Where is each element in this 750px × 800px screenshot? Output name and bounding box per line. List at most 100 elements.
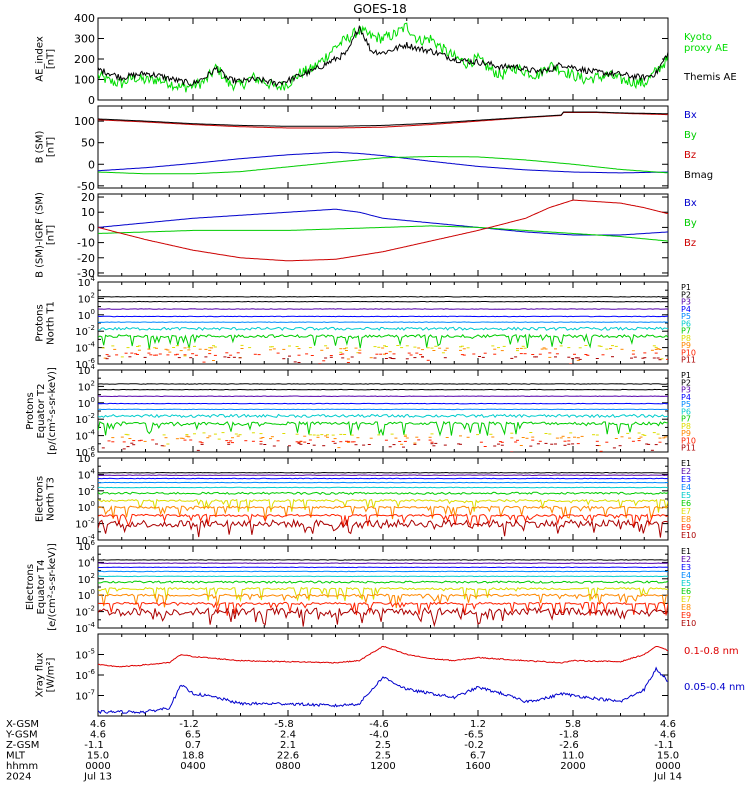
- protons_t1-channel-p5: [98, 321, 668, 323]
- electrons_t4-legend-e8: E8: [681, 603, 691, 612]
- electrons_t3-legend-e2: E2: [681, 467, 691, 476]
- ae-series-kyoto-proxy-ae: [98, 22, 668, 93]
- protons_t2-channel-p2: [98, 388, 668, 391]
- bsm_igrf-series-bx: [98, 208, 668, 236]
- electrons_t4-channel-e3: [98, 566, 668, 569]
- xray-ytick-label: 10-7: [75, 689, 95, 703]
- protons_t1-ytick-label: 10-4: [75, 341, 95, 355]
- bsm-legend-by: By: [684, 130, 697, 141]
- protons_t2-legend-p1: P1: [681, 371, 691, 380]
- ephemeris-cell: -0.2: [464, 740, 484, 751]
- ephemeris-cell: 2.1: [280, 740, 296, 751]
- ephemeris-row-label: X-GSM: [6, 719, 39, 730]
- ephemeris-cell: 2000: [560, 761, 585, 772]
- ephemeris-cell: 2.4: [280, 730, 296, 741]
- ephemeris-cell: 6.5: [185, 730, 201, 741]
- protons_t1-channel-p7: [98, 333, 668, 350]
- protons_t1-legend-p1: P1: [681, 283, 691, 292]
- electrons_t4-legend-e10: E10: [681, 619, 696, 628]
- protons_t1-legend-p11: P11: [681, 356, 696, 365]
- ephemeris-cell: 4.6: [660, 719, 676, 730]
- ephemeris-cell: 22.6: [277, 751, 299, 762]
- bsm-frame: [97, 105, 669, 189]
- ephemeris-row-label: hhmm: [6, 761, 38, 772]
- protons_t1-channel-p2: [98, 300, 668, 303]
- electrons_t4-channel-e6: [98, 580, 668, 584]
- ae-legend-kyoto-proxy-ae: proxy AE: [684, 43, 728, 54]
- electrons_t4-channel-e2: [98, 562, 668, 565]
- ephemeris-cell: -4.6: [369, 719, 389, 730]
- electrons_t4-ytick-label: 106: [78, 539, 96, 553]
- protons_t1-ytick-label: 102: [78, 291, 95, 305]
- electrons_t3-legend-e10: E10: [681, 531, 696, 540]
- xray-series-long: [98, 645, 668, 668]
- bsm-ylabel: [nT]: [46, 137, 57, 157]
- protons_t2-legend-p3: P3: [681, 386, 691, 395]
- protons_t1-channel-p6: [98, 326, 668, 331]
- ae-series-themis-ae: [98, 24, 668, 88]
- ephemeris-cell: -5.8: [274, 719, 294, 730]
- protons_t2-legend-p9: P9: [681, 429, 691, 438]
- protons_t2-legend-p8: P8: [681, 422, 691, 431]
- ae-frame: [97, 17, 669, 101]
- panel-electrons_t4: 10-4 10-2 100 102 104 106 Electrons Equator T4[…: [25, 539, 696, 635]
- electrons_t4-channel-e4: [98, 570, 668, 573]
- ephemeris-cell: 1600: [465, 761, 490, 772]
- ephemeris-row-label: MLT: [6, 751, 26, 762]
- protons_t1-channel-p4: [98, 315, 668, 318]
- electrons_t4-legend-e3: E3: [681, 563, 691, 572]
- protons_t1-legend-p6: P6: [681, 319, 691, 328]
- panel-xray: 10-7 10-6 10-5 Xray flux [W/m²] 0.1-0.8 nm 0.0…: [35, 633, 745, 717]
- electrons_t4-legend-e1: E1: [681, 547, 691, 556]
- ephemeris-cell: 4.6: [90, 719, 106, 730]
- protons_t2-ylabel: [p/(cm²-s-sr-keV)]: [47, 367, 58, 455]
- bsm_igrf-ylabel: [nT]: [46, 225, 57, 245]
- xray-ytick-label: 10-6: [75, 668, 95, 682]
- bsm_igrf-legend-by: By: [684, 218, 697, 229]
- bsm_igrf-ytick-label: -10: [77, 237, 95, 250]
- electrons_t3-channel-e5: [98, 486, 668, 489]
- electrons_t4-legend-e6: E6: [681, 587, 691, 596]
- bsm-legend-bz: Bz: [684, 150, 696, 161]
- protons_t2-legend-p2: P2: [681, 378, 691, 387]
- ephemeris-cell: 0800: [275, 761, 300, 772]
- protons_t2-channel-p1: [98, 383, 668, 385]
- protons_t2-channel-p6: [98, 413, 668, 419]
- ae-ytick-label: 200: [74, 53, 95, 66]
- ephemeris-cell: 0000: [655, 761, 680, 772]
- electrons_t3-ytick-label: 10-2: [75, 517, 95, 531]
- xray-series-short: [98, 666, 668, 715]
- bsm-legend-bx: Bx: [684, 110, 697, 121]
- electrons_t3-legend-e8: E8: [681, 515, 691, 524]
- electrons_t3-ytick-label: 106: [78, 451, 96, 465]
- protons_t1-ytick-label: 10-2: [75, 324, 95, 338]
- ae-ytick-label: 300: [74, 33, 95, 46]
- ephemeris-cell: 15.0: [87, 751, 109, 762]
- electrons_t4-legend-e9: E9: [681, 611, 691, 620]
- electrons_t3-channel-e2: [98, 474, 668, 477]
- protons_t1-legend-p9: P9: [681, 341, 691, 350]
- protons_t1-legend-p2: P2: [681, 290, 691, 299]
- electrons_t3-ytick-label: 102: [78, 484, 95, 498]
- electrons_t4-channel-e1: [98, 559, 668, 561]
- electrons_t4-channel-e9: [98, 601, 668, 616]
- protons_t1-frame: [97, 281, 669, 365]
- ephemeris-cell: Jul 14: [653, 772, 682, 783]
- protons_t2-ytick-label: 100: [78, 396, 95, 410]
- electrons_t4-ylabel: Electrons: [25, 564, 36, 610]
- bsm_igrf-ytick-label: 10: [81, 206, 95, 219]
- ephemeris-cell: 4.6: [90, 730, 106, 741]
- protons_t1-legend-p5: P5: [681, 312, 691, 321]
- electrons_t3-channel-e10: [98, 518, 668, 538]
- electrons_t4-ytick-label: 100: [78, 588, 95, 602]
- protons_t1-ytick-label: 104: [78, 275, 96, 289]
- electrons_t3-ytick-label: 104: [78, 467, 96, 481]
- bsm-series-bx: [98, 151, 668, 174]
- electrons_t4-channel-e7: [98, 586, 668, 603]
- electrons_t4-ytick-label: 104: [78, 555, 96, 569]
- ephemeris-cell: 1.2: [470, 719, 486, 730]
- electrons_t3-ytick-label: 100: [78, 500, 95, 514]
- xray-legend-long: 0.1-0.8 nm: [684, 646, 739, 657]
- bsm_igrf-ytick-label: 20: [81, 191, 95, 204]
